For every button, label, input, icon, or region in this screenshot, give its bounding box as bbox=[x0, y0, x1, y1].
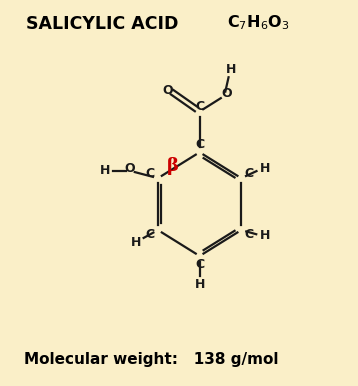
Text: H: H bbox=[260, 229, 270, 242]
Text: C: C bbox=[244, 228, 253, 241]
Text: C: C bbox=[195, 137, 204, 151]
Text: C: C bbox=[195, 257, 204, 271]
Text: C: C bbox=[195, 100, 204, 113]
Text: SALICYLIC ACID: SALICYLIC ACID bbox=[26, 15, 178, 34]
Text: H: H bbox=[260, 162, 270, 175]
Text: β: β bbox=[166, 157, 178, 175]
Text: C$_7$H$_6$O$_3$: C$_7$H$_6$O$_3$ bbox=[227, 13, 290, 32]
Text: Molecular weight:   138 g/mol: Molecular weight: 138 g/mol bbox=[24, 352, 279, 367]
Text: C: C bbox=[146, 228, 155, 241]
Text: C: C bbox=[244, 167, 253, 180]
Text: O: O bbox=[163, 84, 173, 97]
Text: C: C bbox=[146, 167, 155, 180]
Text: O: O bbox=[125, 163, 135, 175]
Text: H: H bbox=[226, 63, 236, 76]
Text: H: H bbox=[194, 278, 205, 291]
Text: H: H bbox=[100, 164, 110, 177]
Text: O: O bbox=[222, 87, 232, 100]
Text: H: H bbox=[130, 236, 141, 249]
